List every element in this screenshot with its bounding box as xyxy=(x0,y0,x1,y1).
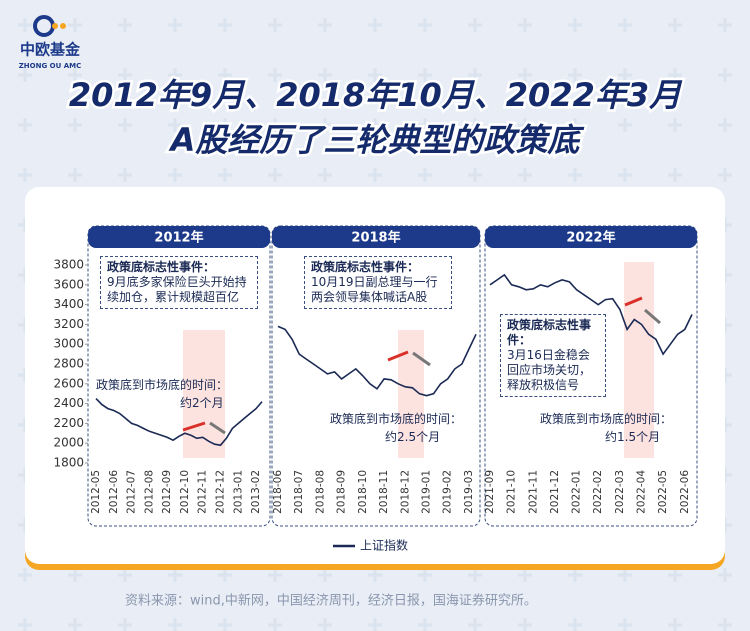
y-tick-label: 2000 xyxy=(53,436,84,450)
x-tick-label: 2018-09 xyxy=(336,470,348,514)
y-tick-label: 2600 xyxy=(53,376,84,390)
event-text: 3月16日金稳会回应市场关切，释放积极信号 xyxy=(507,348,592,392)
x-tick-label: 2018-12 xyxy=(399,470,411,514)
y-tick-label: 1800 xyxy=(53,456,84,470)
event-text: 10月19日副总理与一行两会领导集体喊话A股 xyxy=(311,275,438,304)
policy-window xyxy=(624,262,654,458)
x-tick-label: 2018-06 xyxy=(272,470,284,514)
x-tick-label: 2012-10 xyxy=(179,470,191,514)
y-tick-label: 3600 xyxy=(53,277,84,291)
x-tick-label: 2021-10 xyxy=(506,470,518,514)
x-tick-label: 2021-09 xyxy=(484,470,496,514)
x-tick-label: 2012-11 xyxy=(197,470,209,514)
x-tick-label: 2013-01 xyxy=(232,470,244,514)
x-tick-label: 2022-02 xyxy=(592,470,604,514)
policy-window xyxy=(183,330,225,458)
line xyxy=(277,325,477,397)
y-tick-label: 3200 xyxy=(53,317,84,331)
y-tick-label: 2800 xyxy=(53,357,84,371)
event-box: 政策底标志性事件： 9月底多家保险巨头开始持续加仓，累计规模超百亿 xyxy=(100,256,258,309)
x-tick-label: 2019-02 xyxy=(442,470,454,514)
event-box: 政策底标志性事件： 3月16日金稳会回应市场关切，释放积极信号 xyxy=(500,314,606,397)
x-tick-label: 2019-01 xyxy=(421,470,433,514)
x-tick-label: 2021-11 xyxy=(527,470,539,514)
arrow xyxy=(624,296,643,307)
y-tick-label: 3400 xyxy=(53,297,84,311)
y-tick-label: 3000 xyxy=(53,337,84,351)
x-tick-label: 2019-03 xyxy=(463,470,475,514)
x-tick-label: 2012-07 xyxy=(126,470,138,514)
x-tick-label: 2012-08 xyxy=(143,470,155,514)
x-tick-label: 2022-03 xyxy=(614,470,626,514)
panel-header xyxy=(88,226,270,248)
y-tick-label: 2400 xyxy=(53,396,84,410)
source: 资料来源：wind,中新网，中国经济周刊，经济日报，国海证券研究所。 xyxy=(125,593,537,609)
lag-value: 约1.5个月 xyxy=(605,430,661,444)
y-tick-label: 3800 xyxy=(53,258,84,272)
panel-title: 2012年 xyxy=(154,230,203,246)
lag-label: 政策底到市场底的时间： xyxy=(330,412,463,426)
x-tick-label: 2012-09 xyxy=(161,470,173,514)
brand: 中欧基金 xyxy=(20,41,81,59)
y-tick-label: 2200 xyxy=(53,416,84,430)
x-tick-label: 2018-11 xyxy=(378,470,390,514)
event-text: 9月底多家保险巨头开始持续加仓，累计规模超百亿 xyxy=(107,275,247,304)
title: 2012年9月、2018年10月、2022年3月 xyxy=(69,76,683,114)
line xyxy=(489,273,693,356)
panel-header xyxy=(272,226,480,248)
title: A股经历了三轮典型的政策底 xyxy=(168,121,586,159)
x-tick-label: 2012-06 xyxy=(108,470,120,514)
x-tick-label: 2022-05 xyxy=(657,470,669,514)
event-label: 政策底标志性事件： xyxy=(311,260,420,274)
brand-en: ZHONG OU AMC xyxy=(19,62,82,70)
x-tick-label: 2012-05 xyxy=(90,470,102,514)
x-tick-label: 2018-07 xyxy=(293,470,305,514)
panel-header xyxy=(485,226,697,248)
line xyxy=(95,398,263,447)
x-tick-label: 2022-04 xyxy=(636,470,648,514)
x-tick-label: 2022-06 xyxy=(679,470,691,514)
arrow xyxy=(209,421,226,435)
x-tick-label: 2013-02 xyxy=(250,470,262,514)
lag-label: 政策底到市场底的时间： xyxy=(540,412,673,426)
event-box: 政策底标志性事件： 10月19日副总理与一行两会领导集体喊话A股 xyxy=(304,256,452,309)
panel-title: 2018年 xyxy=(351,230,400,246)
lag-label: 政策底到市场底的时间： xyxy=(96,378,229,392)
x-tick-label: 2018-10 xyxy=(357,470,369,514)
arrow xyxy=(182,421,206,432)
arrow xyxy=(644,308,661,325)
logo xyxy=(33,15,66,37)
x-tick-label: 2022-01 xyxy=(571,470,583,514)
panel-title: 2022年 xyxy=(566,230,615,246)
arrow xyxy=(387,350,409,362)
x-tick-label: 2018-08 xyxy=(314,470,326,514)
event-label: 政策底标志性事件： xyxy=(107,260,216,274)
arrow xyxy=(412,351,431,367)
legend-label: 上证指数 xyxy=(360,538,408,553)
lag-value: 约2个月 xyxy=(180,396,224,410)
lag-value: 约2.5个月 xyxy=(385,430,441,444)
event-label: 政策底标志性事件： xyxy=(507,318,592,347)
x-tick-label: 2021-12 xyxy=(549,470,561,514)
x-tick-label: 2012-12 xyxy=(215,470,227,514)
